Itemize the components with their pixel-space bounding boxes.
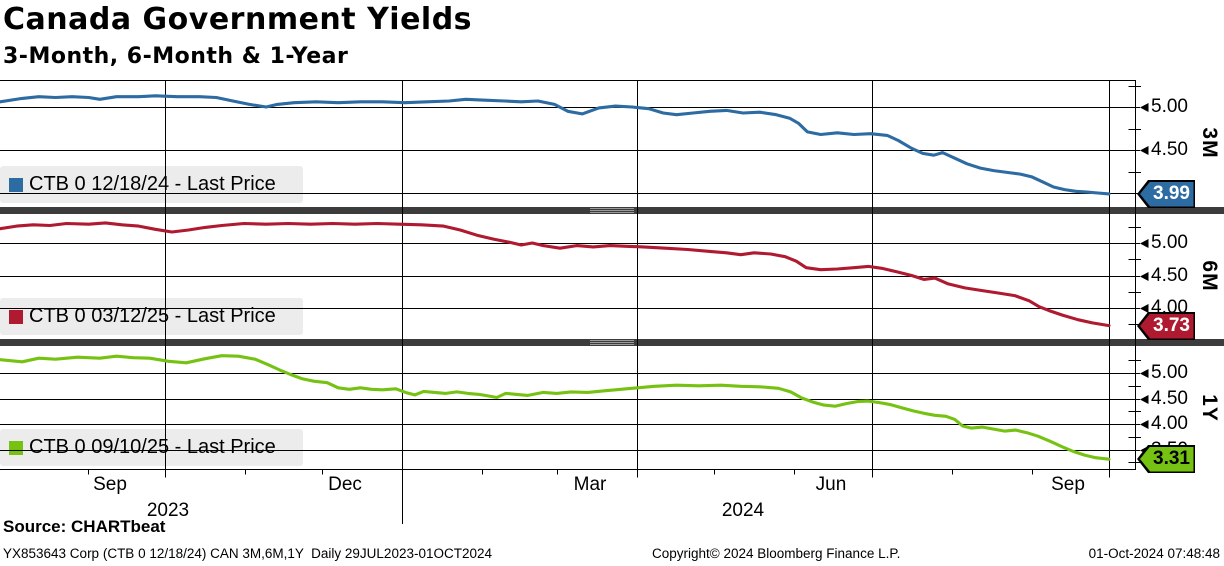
panel-divider-1[interactable] (0, 207, 1224, 214)
x-month-label: Mar (573, 474, 607, 495)
legend-1y[interactable]: CTB 0 09/10/25 - Last Price (0, 429, 303, 466)
legend-swatch-3m-icon (9, 177, 23, 192)
axis-label-6m: 6M (1198, 260, 1221, 292)
divider-grip-icon (590, 208, 634, 213)
legend-swatch-1y-icon (9, 440, 23, 455)
price-tag-fill (1140, 313, 1194, 339)
panel-divider-2[interactable] (0, 339, 1224, 346)
legend-label-3m: CTB 0 12/18/24 - Last Price (29, 173, 276, 195)
y-tick-label-1y: 5.00 (1151, 362, 1188, 383)
x-month-label: Jun (815, 474, 847, 495)
price-tag-value-1y: 3.31 (1153, 448, 1190, 469)
legend-6m[interactable]: CTB 0 03/12/25 - Last Price (0, 298, 303, 335)
axis-label-1y: 1Y (1198, 394, 1221, 422)
legend-swatch-6m-icon (9, 309, 23, 324)
chart-title: Canada Government Yields (3, 2, 473, 37)
y-tick-label-1y: 4.50 (1151, 388, 1188, 409)
y-tick-label-1y: 4.00 (1151, 413, 1188, 434)
axis-label-3m: 3M (1198, 127, 1221, 159)
footer-security-info: YX853643 Corp (CTB 0 12/18/24) CAN 3M,6M… (3, 546, 493, 561)
chart-subtitle: 3-Month, 6-Month & 1-Year (3, 44, 349, 69)
x-year-label: 2023 (146, 500, 190, 521)
price-tag-1y: 3.31 (1137, 445, 1195, 473)
footer-timestamp: 01-Oct-2024 07:48:48 (1088, 546, 1220, 561)
legend-label-6m: CTB 0 03/12/25 - Last Price (29, 305, 276, 327)
x-year-label: 2024 (721, 500, 765, 521)
price-tag-3m: 3.99 (1137, 180, 1195, 208)
x-month-label: Sep (93, 474, 127, 495)
price-tag-fill (1140, 181, 1194, 207)
price-tag-fill (1140, 446, 1194, 472)
price-tag-value-3m: 3.99 (1153, 183, 1190, 204)
x-month-label: Sep (1051, 474, 1085, 495)
legend-3m[interactable]: CTB 0 12/18/24 - Last Price (0, 166, 303, 203)
footer-copyright: Copyright© 2024 Bloomberg Finance L.P. (652, 546, 901, 561)
x-month-label: Dec (328, 474, 362, 495)
y-tick-label-6m: 4.50 (1151, 265, 1188, 286)
price-tag-value-6m: 3.73 (1153, 315, 1190, 336)
legend-label-1y: CTB 0 09/10/25 - Last Price (29, 436, 276, 458)
footer-bar: YX853643 Corp (CTB 0 12/18/24) CAN 3M,6M… (0, 546, 1224, 564)
price-tag-6m: 3.73 (1137, 312, 1195, 340)
source-line: Source: CHARTbeat (3, 517, 166, 536)
y-tick-label-3m: 4.50 (1151, 139, 1188, 160)
y-tick-label-6m: 5.00 (1151, 232, 1188, 253)
y-tick-label-3m: 5.00 (1151, 96, 1188, 117)
divider-grip-icon (590, 340, 634, 345)
